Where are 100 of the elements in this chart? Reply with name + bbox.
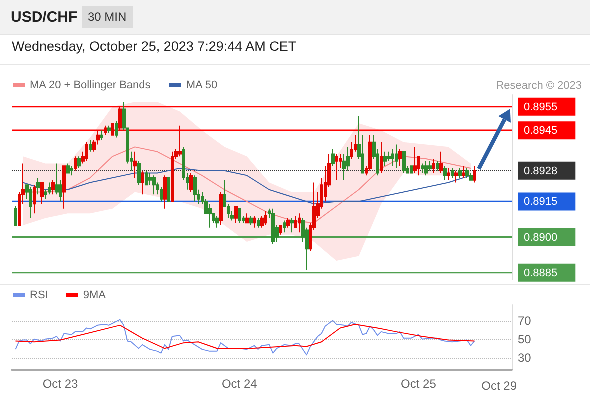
legend-label: RSI xyxy=(30,290,48,302)
candlestick xyxy=(40,182,44,205)
candlestick xyxy=(115,120,118,138)
candlestick xyxy=(70,166,73,176)
candlestick xyxy=(238,208,241,224)
candlestick xyxy=(234,206,238,224)
candlestick xyxy=(118,106,122,132)
candlestick xyxy=(421,163,424,174)
candlestick xyxy=(33,184,36,214)
candlestick xyxy=(100,130,103,141)
candlestick xyxy=(215,215,219,228)
y-tick-label: 0.8915 xyxy=(524,196,558,208)
candlestick xyxy=(219,192,223,226)
candlestick xyxy=(66,163,70,174)
candlestick xyxy=(424,160,428,176)
candlestick xyxy=(331,149,335,167)
line-series xyxy=(22,168,472,205)
candlestick xyxy=(465,168,469,179)
y-tick-label: 0.8885 xyxy=(524,267,558,280)
text: Research © 2023 xyxy=(496,80,582,92)
candlestick xyxy=(141,170,144,196)
y-tick-label: 70 xyxy=(518,314,532,328)
candlestick xyxy=(402,151,406,174)
candlestick xyxy=(271,208,275,245)
text: 30 MIN xyxy=(82,6,133,28)
candlestick xyxy=(89,140,92,152)
y-tick-label: 0.8900 xyxy=(524,232,558,244)
candlestick xyxy=(111,122,114,136)
text: Oct 29 xyxy=(482,379,518,393)
candlestick xyxy=(253,215,256,228)
candlestick xyxy=(294,215,297,228)
candlestick xyxy=(107,125,111,134)
candlestick xyxy=(283,220,286,234)
candlestick xyxy=(298,213,301,234)
candlestick xyxy=(335,154,338,181)
candlestick xyxy=(260,215,264,228)
candlestick xyxy=(133,151,137,179)
y-tick-label: 50 xyxy=(518,332,532,346)
legend-label: MA 50 xyxy=(186,80,218,92)
chart-title: USD/CHF xyxy=(11,9,78,26)
candlestick xyxy=(62,166,66,210)
x-tick-label: Oct 23 xyxy=(42,377,79,391)
candlestick xyxy=(74,156,77,172)
candlestick xyxy=(279,224,282,236)
line-series xyxy=(15,324,476,350)
y-tick-label: 0.8945 xyxy=(524,125,558,138)
candlestick xyxy=(398,149,402,167)
candlestick xyxy=(290,218,294,234)
candlestick xyxy=(245,213,249,224)
candlestick xyxy=(171,151,174,202)
candlestick xyxy=(395,144,398,170)
candlestick xyxy=(14,206,17,226)
candlestick xyxy=(51,180,55,196)
x-tick-label: Oct 24 xyxy=(222,377,258,391)
candlestick xyxy=(447,168,450,181)
candlestick xyxy=(368,134,372,172)
candlestick xyxy=(104,125,107,136)
candlestick xyxy=(249,215,253,226)
candlestick xyxy=(208,204,212,228)
candlestick xyxy=(257,218,260,228)
candlestick xyxy=(152,175,156,196)
candlestick xyxy=(48,182,51,196)
candlestick xyxy=(439,151,443,174)
candlestick xyxy=(473,166,476,184)
candlestick xyxy=(264,210,267,226)
y-tick-label: 0.8955 xyxy=(524,101,558,114)
y-tick-label: 30 xyxy=(518,350,532,365)
candlestick xyxy=(432,158,435,174)
candlestick xyxy=(410,166,413,174)
candlestick xyxy=(443,166,447,181)
candlestick xyxy=(380,142,383,174)
y-tick-label: 0.8928 xyxy=(524,165,558,178)
candlestick xyxy=(189,172,193,193)
candlestick xyxy=(163,175,167,210)
candlestick xyxy=(167,178,170,202)
candlestick xyxy=(469,172,473,181)
candlestick xyxy=(413,146,417,174)
candlestick xyxy=(428,160,432,172)
candlestick xyxy=(451,168,454,179)
candlestick xyxy=(77,156,81,170)
candlestick xyxy=(454,170,458,184)
candlestick xyxy=(391,149,394,167)
line-series xyxy=(15,319,476,356)
candlestick xyxy=(193,175,197,202)
candlestick xyxy=(36,178,40,196)
candlestick xyxy=(383,151,387,167)
x-tick-label: Oct 25 xyxy=(401,377,437,391)
legend-label: 9MA xyxy=(83,290,107,302)
candlestick xyxy=(178,125,182,158)
candlestick xyxy=(458,168,462,179)
candlestick xyxy=(436,160,439,172)
candlestick xyxy=(286,218,290,228)
candlestick xyxy=(387,151,391,162)
candlestick xyxy=(160,187,163,202)
legend-label: MA 20 + Bollinger Bands xyxy=(30,80,152,92)
candlestick xyxy=(29,187,32,219)
candlestick xyxy=(462,166,465,179)
candlestick xyxy=(85,142,88,162)
candlestick xyxy=(145,170,148,186)
candlestick xyxy=(137,160,141,186)
